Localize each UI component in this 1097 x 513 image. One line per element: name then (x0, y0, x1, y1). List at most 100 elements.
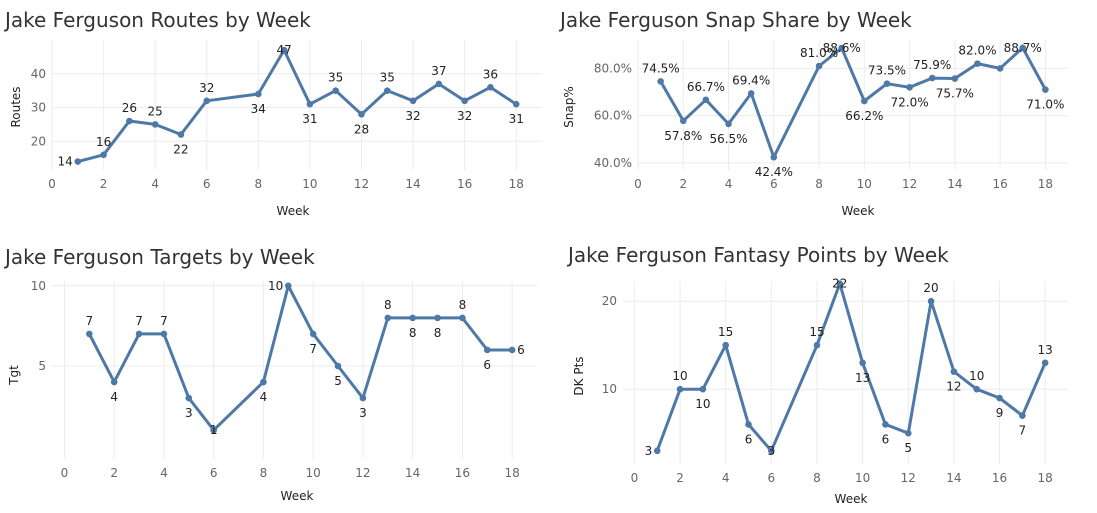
data-label: 47 (276, 43, 291, 57)
data-label: 10 (268, 279, 283, 293)
data-point (1041, 359, 1049, 367)
data-point (487, 83, 494, 91)
data-label: 73.5% (868, 64, 906, 78)
y-axis-label: Snap% (562, 86, 576, 128)
data-label: 15 (718, 325, 733, 339)
x-tick-label: 10 (306, 466, 321, 480)
data-label: 57.8% (664, 129, 702, 143)
data-label: 69.4% (732, 73, 770, 87)
chart-title: Jake Ferguson Fantasy Points by Week (568, 243, 949, 267)
y-axis-label: DK Pts (572, 356, 586, 395)
data-point (1019, 412, 1026, 419)
series-line (655, 282, 1047, 453)
x-tick-label: 8 (815, 177, 823, 191)
x-tick-label: 10 (857, 177, 872, 191)
data-point (1019, 44, 1027, 52)
data-label: 66.2% (845, 109, 883, 123)
series-line (87, 284, 513, 432)
x-axis-label: Week (281, 489, 314, 503)
y-tick-label: 60.0% (594, 109, 632, 123)
data-label: 4 (260, 390, 268, 404)
x-tick-label: 6 (203, 177, 211, 191)
data-point (996, 65, 1004, 72)
data-label: 6 (483, 358, 491, 372)
data-label: 7 (85, 314, 93, 328)
x-tick-label: 12 (355, 466, 370, 480)
data-label: 28 (354, 122, 369, 136)
y-tick-label: 20 (31, 134, 46, 148)
x-tick-label: 4 (151, 177, 159, 191)
data-label: 4 (110, 390, 118, 404)
data-point (815, 62, 823, 70)
data-point (904, 429, 912, 437)
data-label: 8 (459, 298, 467, 312)
x-tick-label: 16 (992, 177, 1007, 191)
x-tick-label: 2 (676, 471, 684, 485)
x-tick-label: 8 (260, 466, 268, 480)
data-point (747, 90, 755, 97)
data-point (768, 447, 775, 455)
y-axis-label: Tgt (7, 365, 21, 386)
data-label: 56.5% (709, 132, 747, 146)
data-point (861, 97, 868, 105)
data-label: 8 (409, 326, 417, 340)
data-label: 3 (359, 406, 367, 420)
x-tick-label: 2 (679, 177, 687, 191)
data-point (459, 314, 466, 322)
data-point (508, 346, 516, 354)
data-label: 5 (904, 441, 912, 455)
x-tick-label: 10 (855, 471, 870, 485)
x-tick-label: 0 (48, 177, 56, 191)
data-point (512, 100, 520, 108)
series-line (77, 48, 518, 164)
chart-title: Jake Ferguson Targets by Week (5, 245, 315, 269)
data-point (185, 394, 193, 402)
x-tick-label: 0 (631, 471, 639, 485)
data-label: 37 (431, 64, 446, 78)
data-label: 32 (199, 81, 214, 95)
data-label: 6 (882, 432, 890, 446)
data-point (126, 117, 133, 125)
data-point (86, 330, 93, 338)
data-point (745, 421, 752, 428)
snap-share-line-chart: 0 2 4 6 8 10 12 14 16 18 40.0% 60.0% 80.0% Week Snap% 7… (562, 40, 1068, 218)
data-label: 5 (334, 374, 342, 388)
data-label: 66.7% (687, 80, 725, 94)
data-point (74, 158, 82, 165)
data-point (928, 74, 936, 82)
data-point (676, 385, 684, 393)
data-point (359, 394, 367, 402)
data-point (950, 368, 958, 375)
x-tick-label: 0 (61, 466, 69, 480)
data-point (409, 97, 417, 105)
data-point (770, 153, 778, 161)
x-tick-label: 4 (160, 466, 168, 480)
x-tick-label: 12 (901, 471, 916, 485)
y-tick-label: 10 (602, 382, 617, 396)
x-tick-label: 8 (254, 177, 262, 191)
data-label: 7 (309, 342, 317, 356)
data-label: 26 (122, 101, 137, 115)
data-point (358, 110, 365, 118)
data-point (309, 330, 317, 338)
data-point (284, 282, 292, 290)
data-point (135, 330, 143, 338)
data-label: 16 (96, 135, 111, 149)
data-label: 7 (1019, 424, 1027, 438)
data-label: 3 (645, 444, 653, 458)
data-label: 31 (302, 112, 317, 126)
data-label: 34 (251, 102, 266, 116)
x-tick-label: 16 (992, 471, 1007, 485)
data-label: 72.0% (891, 95, 929, 109)
x-tick-label: 4 (722, 471, 730, 485)
x-tick-label: 14 (947, 177, 962, 191)
data-point (702, 96, 710, 104)
data-label: 3 (185, 406, 193, 420)
data-label: 3 (768, 444, 776, 458)
x-tick-label: 12 (902, 177, 917, 191)
data-label: 32 (457, 109, 472, 123)
data-label: 13 (1038, 343, 1053, 357)
chart-title: Jake Ferguson Snap Share by Week (560, 8, 912, 32)
x-tick-label: 2 (110, 466, 118, 480)
data-point (883, 80, 891, 88)
